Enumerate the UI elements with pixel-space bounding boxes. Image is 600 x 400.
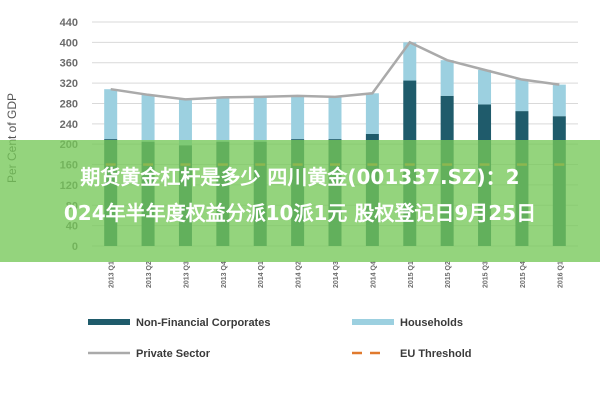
- legend-label: Private Sector: [136, 348, 211, 360]
- x-tick-label: 2015 Q2: [445, 261, 452, 288]
- overlay-banner: 期货黄金杠杆是多少 四川黄金(001337.SZ)：2 024年半年度权益分派1…: [0, 140, 600, 262]
- y-tick-label: 360: [60, 58, 78, 70]
- households-bar: [291, 95, 305, 140]
- y-tick-label: 400: [60, 37, 78, 49]
- x-axis-ticks: 2013 Q1 2013 Q2 2013 Q3 2013 Q4 2014 Q1 2014 …: [109, 261, 565, 288]
- x-tick-label: 2013 Q1: [109, 261, 116, 288]
- households-bar: [328, 96, 342, 140]
- x-tick-label: 2013 Q4: [221, 261, 228, 288]
- x-tick-label: 2015 Q4: [520, 261, 527, 288]
- x-tick-label: 2014 Q3: [333, 261, 340, 288]
- x-tick-label: 2015 Q1: [408, 261, 415, 288]
- legend-label: Non-Financial Corporates: [136, 317, 270, 329]
- y-tick-label: 280: [60, 98, 78, 110]
- x-tick-label: 2015 Q3: [483, 261, 490, 288]
- legend-swatch: [352, 319, 394, 325]
- households-bar: [440, 60, 454, 96]
- x-tick-label: 2014 Q4: [370, 261, 377, 288]
- overlay-title-line-1: 期货黄金杠杆是多少 四川黄金(001337.SZ)：2: [80, 165, 520, 189]
- legend-swatch: [88, 319, 130, 325]
- households-bar: [478, 69, 492, 105]
- households-bar: [552, 84, 566, 117]
- households-bar: [403, 42, 417, 81]
- legend: Non-Financial Corporates Households Privat…: [88, 317, 472, 360]
- households-bar: [141, 94, 155, 142]
- households-bar: [104, 89, 118, 140]
- x-tick-label: 2013 Q3: [183, 261, 190, 288]
- overlay-title-line-2: 024年半年度权益分派10派1元 股权登记日9月25日: [63, 201, 537, 225]
- x-tick-label: 2014 Q1: [258, 261, 265, 288]
- legend-label: Households: [400, 317, 463, 329]
- households-bar: [216, 97, 230, 142]
- y-tick-label: 320: [60, 78, 78, 90]
- households-bar: [253, 96, 267, 142]
- private-sector-line: [110, 40, 560, 101]
- x-tick-label: 2014 Q2: [296, 261, 303, 288]
- y-tick-label: 440: [60, 17, 78, 29]
- y-tick-label: 240: [60, 119, 78, 131]
- x-tick-label: 2013 Q2: [146, 261, 153, 288]
- x-tick-label: 2016 Q1: [557, 261, 564, 288]
- households-bar: [178, 99, 192, 146]
- legend-label: EU Threshold: [400, 348, 472, 360]
- households-bar: [515, 79, 529, 112]
- households-bar: [365, 93, 379, 134]
